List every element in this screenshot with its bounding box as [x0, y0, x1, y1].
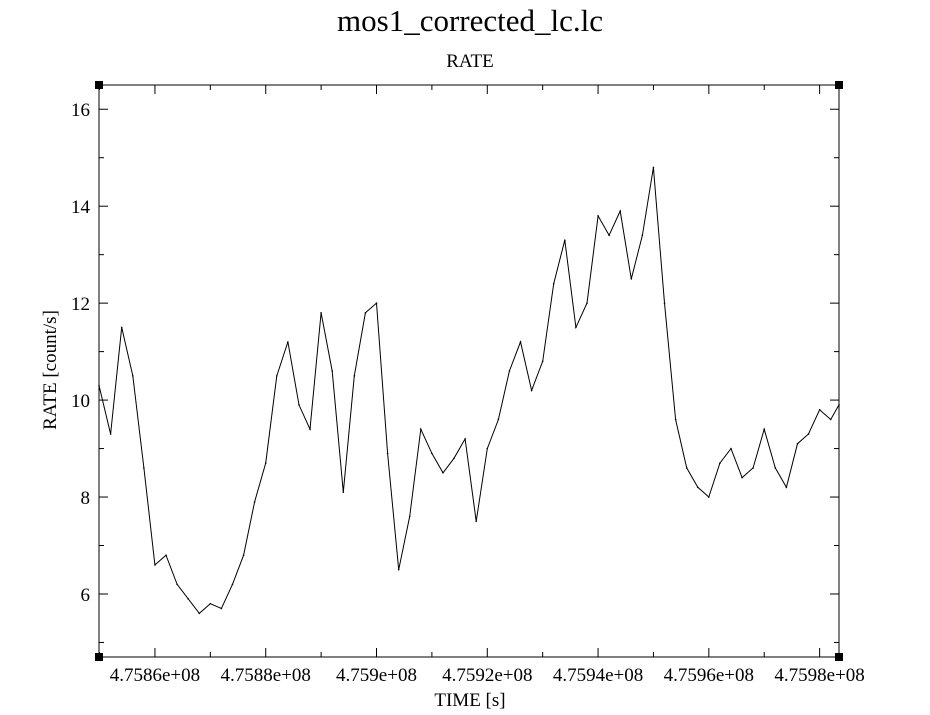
series-layer — [98, 166, 840, 615]
x-axis-label: TIME [s] — [434, 690, 505, 711]
rate-data-point — [608, 234, 610, 237]
rate-data-point — [508, 370, 511, 372]
rate-data-point — [143, 467, 145, 469]
rate-data-point — [641, 234, 644, 237]
x-tick-label: 4.7592e+08 — [442, 665, 532, 686]
x-tick-label: 4.7598e+08 — [774, 665, 864, 686]
rate-data-point — [131, 375, 134, 377]
rate-data-point — [320, 312, 322, 314]
rate-data-point — [541, 360, 544, 363]
rate-data-point — [408, 515, 411, 518]
rate-data-point — [397, 568, 400, 571]
y-tick-label: 14 — [71, 197, 91, 218]
x-axis-ticks: 4.7586e+08 4.7588e+08 4.759e+08 4.7592e+08 4… — [99, 85, 865, 686]
rate-data-point — [741, 476, 743, 479]
rate-data-point — [453, 457, 455, 460]
rate-data-point — [685, 467, 688, 469]
y-axis-ticks: 6 8 10 12 14 16 — [71, 100, 839, 643]
rate-series-line — [98, 167, 840, 615]
corner-handle-top-left[interactable] — [95, 81, 103, 89]
corner-handle-bottom-left[interactable] — [95, 653, 103, 661]
rate-data-point — [253, 501, 256, 503]
rate-data-point — [575, 326, 577, 329]
chart-title: mos1_corrected_lc.lc — [337, 3, 603, 38]
rate-data-point — [652, 166, 655, 169]
rate-data-point — [630, 278, 633, 280]
rate-data-point — [774, 467, 777, 469]
rate-data-point — [353, 375, 356, 377]
y-tick-label: 8 — [81, 488, 91, 509]
rate-data-point — [464, 438, 466, 440]
rate-data-point — [375, 302, 378, 304]
rate-data-point — [696, 486, 699, 489]
rate-data-point — [497, 418, 500, 421]
rate-data-point — [564, 239, 566, 241]
rate-data-point — [220, 607, 223, 610]
rate-data-point — [530, 389, 533, 392]
x-tick-label: 4.7594e+08 — [553, 665, 643, 686]
x-tick-label: 4.7586e+08 — [110, 665, 200, 686]
rate-data-point — [154, 564, 156, 566]
rate-data-point — [331, 370, 333, 372]
rate-data-point — [264, 462, 267, 464]
y-tick-label: 12 — [71, 294, 90, 315]
rate-data-point — [242, 554, 245, 557]
y-tick-label: 10 — [71, 391, 90, 412]
rate-data-point — [187, 598, 189, 600]
x-tick-label: 4.7596e+08 — [664, 665, 754, 686]
rate-data-point — [674, 418, 677, 421]
rate-data-point — [752, 467, 754, 469]
rate-data-point — [730, 447, 732, 450]
chart-subtitle: RATE — [446, 51, 494, 72]
rate-data-point — [719, 462, 721, 464]
rate-data-point — [486, 447, 489, 450]
rate-data-point — [309, 428, 311, 430]
y-tick-label: 16 — [71, 100, 90, 121]
rate-data-point — [597, 215, 599, 217]
rate-data-point — [475, 520, 478, 523]
corner-handle-bottom-right[interactable] — [835, 653, 843, 661]
rate-data-point — [663, 302, 666, 304]
rate-data-point — [287, 341, 289, 343]
rate-data-point — [708, 496, 710, 498]
corner-handle-top-right[interactable] — [835, 81, 843, 89]
rate-data-point — [109, 433, 112, 435]
rate-data-point — [619, 210, 622, 212]
rate-data-point — [519, 341, 522, 343]
rate-data-point — [442, 471, 444, 474]
rate-data-point — [198, 612, 201, 615]
rate-data-point — [342, 491, 345, 493]
rate-data-point — [120, 326, 123, 329]
rate-data-point — [420, 428, 422, 430]
x-tick-label: 4.759e+08 — [336, 665, 417, 686]
rate-data-point — [364, 312, 367, 314]
rate-data-point — [209, 602, 212, 605]
rate-data-point — [176, 583, 178, 586]
rate-data-point — [818, 408, 821, 411]
plot-frame — [98, 84, 840, 658]
rate-data-point — [763, 428, 766, 430]
rate-data-point — [785, 486, 788, 489]
rate-data-point — [807, 433, 810, 435]
y-tick-label: 6 — [81, 585, 91, 606]
rate-data-point — [231, 583, 234, 586]
rate-data-point — [298, 404, 300, 406]
rate-data-point — [386, 452, 389, 455]
rate-data-point — [829, 418, 832, 421]
rate-data-point — [431, 452, 433, 455]
rate-data-point — [586, 302, 588, 304]
rate-data-point — [552, 282, 555, 285]
y-axis-label: RATE [count/s] — [40, 310, 61, 430]
rate-data-point — [796, 442, 799, 445]
x-tick-label: 4.7588e+08 — [221, 665, 311, 686]
rate-data-point — [165, 554, 167, 557]
rate-data-point — [275, 375, 278, 377]
